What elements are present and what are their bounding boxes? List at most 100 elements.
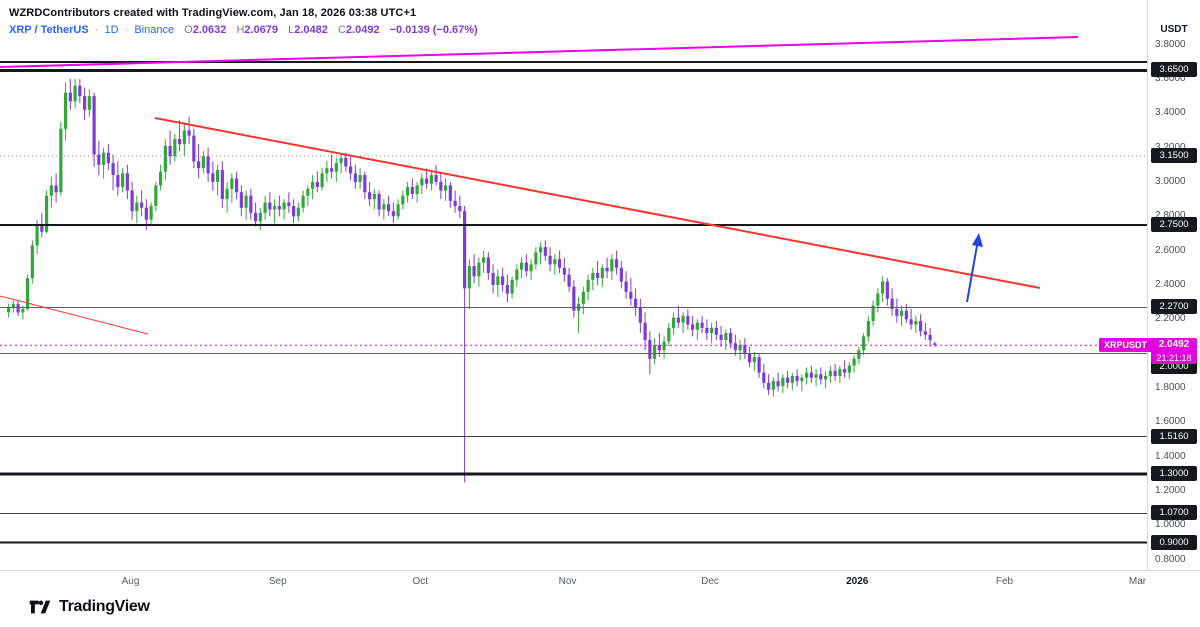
candle-body <box>325 168 329 174</box>
candle-body <box>691 324 695 330</box>
candle-body <box>135 202 139 212</box>
price-tick: 1.4000 <box>1155 450 1186 462</box>
blue-up-arrow[interactable] <box>966 239 979 303</box>
candle-body <box>30 245 34 279</box>
candle-body <box>7 307 11 313</box>
candle-body <box>928 334 932 340</box>
short-red-trendline[interactable] <box>0 295 149 335</box>
exchange-label: Binance <box>134 24 175 36</box>
candle-body <box>358 175 362 182</box>
price-tick: 3.6000 <box>1155 72 1186 84</box>
candle-body <box>396 204 400 217</box>
candle-body <box>562 267 566 275</box>
candle-body <box>596 272 600 279</box>
candle-body <box>415 185 419 194</box>
candle-body <box>790 375 794 383</box>
candle-body <box>149 205 153 220</box>
candle-body <box>463 211 467 289</box>
candle-body <box>458 205 462 212</box>
candle-body <box>852 358 856 366</box>
price-tick: 3.8000 <box>1155 38 1186 50</box>
symbol-legend: XRP / TetherUS · 1D · Binance O2.0632 H2… <box>9 24 478 36</box>
price-tick: 3.4000 <box>1155 107 1186 119</box>
level-price-badge: 2.7500 <box>1151 216 1197 232</box>
candle-body <box>838 369 842 376</box>
candle-body <box>102 152 106 165</box>
candle-body <box>311 181 315 189</box>
candle-body <box>320 173 324 188</box>
tradingview-logo[interactable]: TradingView <box>28 598 150 616</box>
candle-body <box>800 377 804 382</box>
candle-body <box>144 207 148 220</box>
candle-body <box>714 327 718 335</box>
price-axis[interactable]: USDT 3.8000 3.6000 3.4000 3.2000 3.0000 2.800… <box>1147 0 1200 570</box>
candle-body <box>258 212 262 222</box>
candle-body <box>368 192 372 200</box>
candle-body <box>83 96 87 110</box>
candle-body <box>406 187 410 196</box>
candle-body <box>862 336 866 351</box>
interval-label[interactable]: 1D <box>104 24 119 36</box>
candle-body <box>814 374 818 378</box>
candle-body <box>292 205 296 217</box>
time-axis-label-Feb: Feb <box>995 576 1014 587</box>
candle-body <box>643 322 647 340</box>
candle-body <box>672 317 676 328</box>
candle-body <box>605 267 609 272</box>
candle-body <box>534 252 538 265</box>
candle-body <box>686 315 690 325</box>
candle-body <box>510 279 514 294</box>
candle-body <box>349 166 353 174</box>
legend-separator: · <box>94 24 99 36</box>
candle-body <box>49 185 53 196</box>
candle-body <box>344 157 348 167</box>
bar-countdown-badge: 21:21:18 <box>1151 352 1197 365</box>
candle-body <box>524 262 528 272</box>
candle-body <box>762 372 766 383</box>
candle-body <box>73 85 77 102</box>
candle-body <box>520 262 524 270</box>
candle-body <box>676 317 680 323</box>
candle-body <box>287 202 291 206</box>
candle-body <box>45 195 49 232</box>
candle-body <box>401 195 405 205</box>
price-chart-canvas[interactable] <box>0 0 1148 570</box>
candle-body <box>619 267 623 282</box>
candle-body <box>97 154 101 165</box>
candle-body <box>515 269 519 280</box>
current-price-badge[interactable]: 2.0492 <box>1151 338 1197 353</box>
candle-body <box>833 370 837 376</box>
candle-body <box>871 305 875 322</box>
ascending-magenta-trendline[interactable] <box>0 36 1079 68</box>
candle-body <box>634 298 638 308</box>
time-axis-label-Sep: Sep <box>268 576 287 587</box>
candle-body <box>572 286 576 311</box>
price-tick: 1.2000 <box>1155 485 1186 496</box>
time-axis[interactable]: Aug Sep Oct Nov Dec 2026 Feb Mar <box>0 570 1200 593</box>
candle-body <box>695 322 699 330</box>
candle-body <box>21 309 25 313</box>
candle-body <box>900 310 904 316</box>
candle-body <box>111 163 115 176</box>
candle-body <box>59 128 63 193</box>
candle-body <box>54 185 58 193</box>
candle-body <box>895 309 899 316</box>
candle-body <box>729 333 733 344</box>
candle-body <box>249 195 253 213</box>
candle-body <box>743 345 747 354</box>
candle-body <box>178 139 182 145</box>
candle-body <box>767 382 771 390</box>
axis-unit-label: USDT <box>1160 24 1188 35</box>
candle-body <box>909 319 913 325</box>
high-label: H <box>236 24 245 36</box>
descending-red-trendline[interactable] <box>154 117 1041 289</box>
candle-body <box>254 212 258 222</box>
candle-body <box>857 350 861 359</box>
candle-body <box>182 130 186 145</box>
symbol-name[interactable]: XRP / TetherUS <box>9 24 89 36</box>
candle-body <box>700 322 704 328</box>
candle-body <box>425 178 429 184</box>
candles[interactable] <box>7 78 937 483</box>
candle-body <box>638 307 642 323</box>
candle-body <box>420 178 424 186</box>
